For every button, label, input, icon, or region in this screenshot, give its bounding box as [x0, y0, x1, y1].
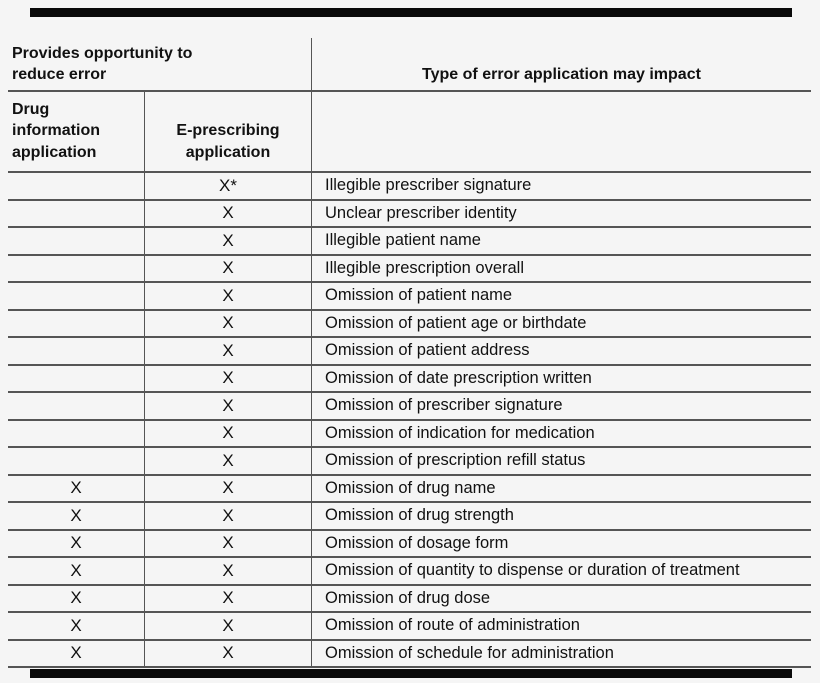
cell-drug-info-mark [8, 448, 145, 474]
table-row: X Omission of patient age or birthdate [8, 310, 811, 338]
table-row: X Omission of prescriber signature [8, 393, 811, 421]
header-type-of-error: Type of error application may impact [422, 66, 701, 83]
cell-error-type: Omission of drug name [325, 478, 496, 497]
cell-error-type: Omission of dosage form [325, 533, 509, 552]
cell-drug-info-mark [8, 200, 145, 226]
cell-error-type: Omission of indication for medication [325, 423, 595, 442]
cell-drug-info-mark [8, 255, 145, 281]
cell-drug-info-mark [8, 393, 145, 419]
cell-error-type: Omission of quantity to dispense or dura… [325, 561, 740, 580]
column-header-e-prescribing-application: E-prescribing application [145, 92, 312, 171]
table-row: X Unclear prescriber identity [8, 200, 811, 228]
top-rule [30, 8, 792, 17]
cell-drug-info-mark [8, 228, 145, 254]
header-group-row: Provides opportunity to reduce error Typ… [8, 38, 811, 92]
cell-error-type: Illegible patient name [325, 231, 481, 250]
column-header-drug-information-application: Drug information application [8, 92, 145, 171]
cell-error-type: Omission of route of administration [325, 616, 580, 635]
table-row: X Omission of prescription refill status [8, 448, 811, 476]
cell-e-prescribing-mark: X [145, 558, 312, 584]
cell-e-prescribing-mark: X [145, 338, 312, 364]
table-row: X X Omission of drug dose [8, 585, 811, 613]
cell-e-prescribing-mark: X [145, 475, 312, 501]
cell-error-type: Omission of patient age or birthdate [325, 313, 587, 332]
table-row: X X Omission of drug strength [8, 503, 811, 531]
table-row: X Omission of patient address [8, 338, 811, 366]
table-row: X Omission of date prescription written [8, 365, 811, 393]
cell-error-type: Omission of prescriber signature [325, 396, 563, 415]
table-row: X Illegible patient name [8, 228, 811, 256]
cell-error-type: Omission of drug dose [325, 588, 491, 607]
cell-e-prescribing-mark: X [145, 613, 312, 639]
cell-drug-info-mark [8, 283, 145, 309]
cell-e-prescribing-mark: X [145, 420, 312, 446]
cell-e-prescribing-mark: X [145, 448, 312, 474]
cell-drug-info-mark [8, 338, 145, 364]
cell-e-prescribing-mark: X [145, 585, 312, 611]
cell-drug-info-mark [8, 173, 145, 199]
column-header-row: Drug information application E-prescribi… [8, 92, 811, 173]
header-provides-opportunity: Provides opportunity to reduce error [8, 38, 312, 90]
cell-e-prescribing-mark: X [145, 365, 312, 391]
cell-error-type: Illegible prescription overall [325, 258, 525, 277]
table-row: X Illegible prescription overall [8, 255, 811, 283]
cell-drug-info-mark [8, 310, 145, 336]
error-impact-table: Provides opportunity to reduce error Typ… [8, 38, 811, 668]
cell-drug-info-mark: X [8, 640, 145, 666]
table-row: X X Omission of drug name [8, 475, 811, 503]
table-body: X* Illegible prescriber signature X Uncl… [8, 173, 811, 668]
table-row: X Omission of indication for medication [8, 420, 811, 448]
cell-e-prescribing-mark: X [145, 228, 312, 254]
table-row: X Omission of patient name [8, 283, 811, 311]
cell-drug-info-mark [8, 420, 145, 446]
bottom-rule [30, 669, 792, 678]
cell-e-prescribing-mark: X [145, 255, 312, 281]
cell-error-type: Omission of patient name [325, 286, 513, 305]
cell-error-type: Omission of prescription refill status [325, 451, 586, 470]
cell-error-type: Omission of drug strength [325, 506, 514, 525]
cell-e-prescribing-mark: X [145, 640, 312, 666]
cell-drug-info-mark: X [8, 475, 145, 501]
cell-e-prescribing-mark: X [145, 530, 312, 556]
cell-drug-info-mark: X [8, 558, 145, 584]
table-row: X X Omission of route of administration [8, 613, 811, 641]
column-header-error-type-empty [312, 92, 811, 171]
cell-e-prescribing-mark: X [145, 310, 312, 336]
cell-drug-info-mark: X [8, 503, 145, 529]
cell-error-type: Unclear prescriber identity [325, 203, 517, 222]
cell-error-type: Omission of patient address [325, 341, 530, 360]
table-row: X X Omission of schedule for administrat… [8, 640, 811, 668]
cell-error-type: Omission of date prescription written [325, 368, 592, 387]
cell-error-type: Omission of schedule for administration [325, 643, 614, 662]
cell-e-prescribing-mark: X [145, 200, 312, 226]
cell-error-type: Illegible prescriber signature [325, 176, 532, 195]
cell-e-prescribing-mark: X [145, 503, 312, 529]
cell-drug-info-mark: X [8, 585, 145, 611]
table-row: X X Omission of quantity to dispense or … [8, 558, 811, 586]
cell-drug-info-mark: X [8, 530, 145, 556]
table-row: X* Illegible prescriber signature [8, 173, 811, 201]
cell-drug-info-mark: X [8, 613, 145, 639]
cell-drug-info-mark [8, 365, 145, 391]
cell-e-prescribing-mark: X [145, 393, 312, 419]
cell-e-prescribing-mark: X [145, 283, 312, 309]
cell-e-prescribing-mark: X* [145, 173, 312, 199]
table-row: X X Omission of dosage form [8, 530, 811, 558]
